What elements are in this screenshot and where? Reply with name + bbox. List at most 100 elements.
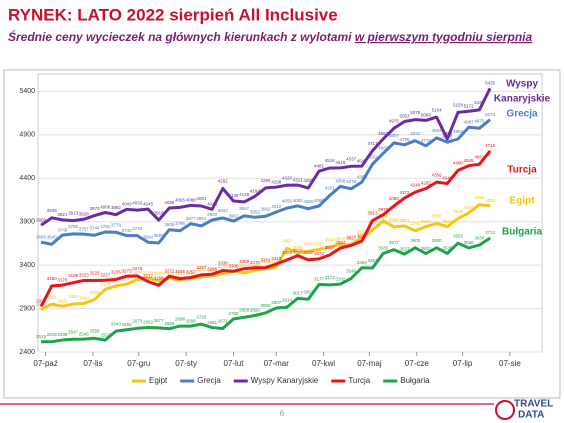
data-label: 2951 bbox=[47, 294, 58, 299]
data-label: 3597 bbox=[335, 240, 346, 245]
logo-text: DATA bbox=[518, 410, 544, 421]
x-tick-label: 07-lip bbox=[453, 359, 473, 368]
data-label: 3007 bbox=[303, 289, 314, 294]
data-label: 4065 bbox=[175, 198, 186, 203]
y-tick-label: 2900 bbox=[19, 305, 35, 312]
data-label: 2547 bbox=[68, 329, 79, 334]
data-label: 2673 bbox=[132, 318, 143, 323]
data-label: 2698 bbox=[186, 318, 197, 323]
data-label: 3276 bbox=[132, 266, 143, 271]
data-label: 2820 bbox=[250, 308, 261, 313]
data-label: 4289 bbox=[261, 178, 272, 183]
data-label: 3740 bbox=[132, 226, 143, 231]
data-label: 3459 bbox=[282, 250, 293, 255]
data-label: 3533 bbox=[421, 246, 432, 251]
data-label: 4518 bbox=[325, 158, 336, 163]
annotation: Grecja bbox=[506, 109, 538, 120]
data-label: 4306 bbox=[335, 179, 346, 184]
y-tick-label: 5400 bbox=[19, 88, 35, 95]
annotation: Bułgaria bbox=[502, 227, 542, 238]
data-label: 3535 bbox=[442, 246, 453, 251]
data-label: 5435 bbox=[485, 81, 496, 86]
data-label: 4561 bbox=[474, 154, 485, 159]
data-label: 3921 bbox=[57, 212, 68, 217]
data-label: 3598 bbox=[464, 240, 475, 245]
data-label: 3945 bbox=[47, 208, 58, 213]
data-label: 2668 bbox=[164, 321, 175, 326]
data-label: 4540 bbox=[357, 158, 368, 163]
data-label: 3952 bbox=[250, 209, 261, 214]
data-label: 5075 bbox=[410, 110, 421, 115]
data-label: 4490 bbox=[453, 161, 464, 166]
data-label: 3234 bbox=[132, 270, 143, 275]
data-label: 2952 bbox=[68, 294, 79, 299]
data-label: 3540 bbox=[293, 245, 304, 250]
data-label: 4088 bbox=[186, 198, 197, 203]
data-label: 3600 bbox=[432, 238, 443, 243]
data-label: 3198 bbox=[68, 273, 79, 278]
data-label: 3796 bbox=[175, 221, 186, 226]
data-label: 4240 bbox=[410, 182, 421, 187]
data-label: 3757 bbox=[79, 226, 90, 231]
data-label: 2720 bbox=[196, 314, 207, 319]
data-label: 2656 bbox=[122, 322, 133, 327]
data-label: 2519 bbox=[36, 334, 47, 339]
data-label: 4033 bbox=[132, 200, 143, 205]
data-label: 4975 bbox=[389, 118, 400, 123]
data-label: 4785 bbox=[400, 137, 411, 142]
data-label: 4082 bbox=[293, 198, 304, 203]
data-label: 4288 bbox=[303, 178, 314, 183]
data-label: 3580 bbox=[314, 242, 325, 247]
data-label: 4687 bbox=[378, 146, 389, 151]
data-label: 3160 bbox=[47, 276, 58, 281]
data-label: 4050 bbox=[303, 199, 314, 204]
logo-icon bbox=[495, 400, 515, 420]
data-label: 3592 bbox=[282, 239, 293, 244]
data-label: 4085 bbox=[485, 198, 496, 203]
data-label: 3640 bbox=[335, 236, 346, 241]
data-label: 3273 bbox=[122, 268, 133, 273]
data-label: 3472 bbox=[314, 251, 325, 256]
data-label: 4853 bbox=[378, 131, 389, 136]
x-tick-label: 07-paź bbox=[33, 359, 57, 368]
data-label: 3330 bbox=[228, 263, 239, 268]
x-tick-label: 07-kwi bbox=[312, 359, 335, 368]
data-label: 3177 bbox=[314, 277, 325, 282]
data-label: 2681 bbox=[207, 320, 218, 325]
data-label: 4012 bbox=[271, 204, 282, 209]
series-line bbox=[39, 149, 492, 308]
data-label: 4987 bbox=[464, 119, 475, 124]
data-label: 3967 bbox=[239, 206, 250, 211]
data-label: 3851 bbox=[400, 218, 411, 223]
data-label: 5172 bbox=[464, 103, 475, 108]
data-label: 2640 bbox=[111, 321, 122, 326]
data-label: 3712 bbox=[485, 230, 496, 235]
data-label: 3970 bbox=[90, 206, 101, 211]
data-label: 3652 bbox=[453, 233, 464, 238]
data-label: 4278 bbox=[346, 179, 357, 184]
data-label: 3982 bbox=[111, 205, 122, 210]
data-label: 3235 bbox=[111, 270, 122, 275]
data-label: 4045 bbox=[143, 201, 154, 206]
data-label: 4320 bbox=[282, 175, 293, 180]
data-label: 2926 bbox=[57, 298, 68, 303]
data-label: 3250 bbox=[186, 270, 197, 275]
data-label: 3223 bbox=[79, 273, 90, 278]
data-label: 4080 bbox=[314, 198, 325, 203]
data-label: 3360 bbox=[261, 259, 272, 264]
data-label: 3600 bbox=[410, 238, 421, 243]
data-label: 4201 bbox=[325, 186, 336, 191]
data-label: 2558 bbox=[90, 328, 101, 333]
data-label: 3280 bbox=[207, 268, 218, 273]
annotation: Kanaryjskie bbox=[494, 94, 551, 105]
data-label: 3003 bbox=[90, 290, 101, 295]
data-label: 2698 bbox=[175, 316, 186, 321]
data-label: 2925 bbox=[36, 299, 47, 304]
data-label: 4128 bbox=[239, 192, 250, 197]
data-label: 4056 bbox=[282, 198, 293, 203]
data-label: 3808 bbox=[164, 222, 175, 227]
data-label: 5074 bbox=[485, 112, 496, 117]
data-label: 3367 bbox=[367, 258, 378, 263]
x-tick-label: 07-sie bbox=[499, 359, 521, 368]
data-label: 3250 bbox=[143, 270, 154, 275]
